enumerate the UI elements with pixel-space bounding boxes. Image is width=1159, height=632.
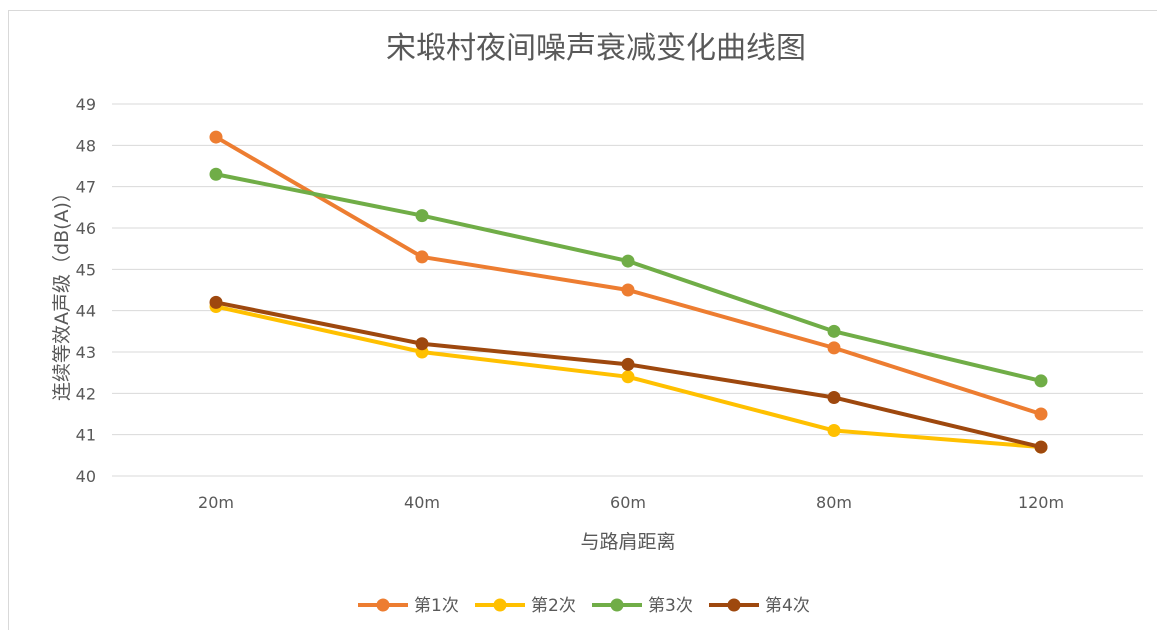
legend-swatch-marker-1 xyxy=(376,598,390,612)
y-tick-label-46: 46 xyxy=(76,219,96,238)
series-3-point-40m xyxy=(415,209,429,223)
series-1-point-20m xyxy=(209,130,223,144)
x-tick-label-120m: 120m xyxy=(1018,493,1064,512)
x-tick-label-20m: 20m xyxy=(198,493,234,512)
legend-label-1: 第1次 xyxy=(414,596,459,616)
y-axis-ticks: 40 41 42 43 44 45 46 47 48 49 xyxy=(76,95,96,486)
series-3 xyxy=(209,167,1048,388)
y-tick-label-49: 49 xyxy=(76,95,96,114)
gridlines xyxy=(112,103,1143,477)
y-tick-label-47: 47 xyxy=(76,178,96,197)
y-tick-label-42: 42 xyxy=(76,384,96,403)
legend-swatch-marker-2 xyxy=(493,598,507,612)
series-4-point-40m xyxy=(415,337,429,351)
y-tick-label-40: 40 xyxy=(76,467,96,486)
legend-swatch-marker-3 xyxy=(610,598,624,612)
series-4-point-20m xyxy=(209,295,223,309)
series-4-point-60m xyxy=(621,357,635,371)
legend-item-4: 第4次 xyxy=(709,596,810,616)
x-tick-label-80m: 80m xyxy=(816,493,852,512)
legend-label-4: 第4次 xyxy=(765,596,810,616)
x-axis-title: 与路肩距离 xyxy=(580,531,675,553)
series-1-point-120m xyxy=(1034,407,1048,421)
series-2-point-80m xyxy=(827,424,841,438)
legend-item-2: 第2次 xyxy=(475,596,576,616)
series-4-point-80m xyxy=(827,390,841,404)
series-3-line xyxy=(214,172,1043,383)
y-tick-label-43: 43 xyxy=(76,343,96,362)
series-1-point-60m xyxy=(621,283,635,297)
y-tick-label-45: 45 xyxy=(76,260,96,279)
legend-swatch-marker-4 xyxy=(727,598,741,612)
legend-label-3: 第3次 xyxy=(648,596,693,616)
series-4 xyxy=(209,295,1048,454)
series-4-point-120m xyxy=(1034,440,1048,454)
x-tick-label-40m: 40m xyxy=(404,493,440,512)
series-3-point-60m xyxy=(621,254,635,268)
y-tick-label-48: 48 xyxy=(76,136,96,155)
series-2-point-60m xyxy=(621,370,635,384)
series-layer xyxy=(209,130,1048,454)
series-1 xyxy=(209,130,1048,421)
chart-title: 宋塅村夜间噪声衰减变化曲线图 xyxy=(386,31,806,66)
legend-item-3: 第3次 xyxy=(592,596,693,616)
y-tick-label-44: 44 xyxy=(76,302,96,321)
series-1-point-40m xyxy=(415,250,429,264)
series-3-point-120m xyxy=(1034,374,1048,388)
series-3-point-80m xyxy=(827,324,841,338)
legend: 第1次 第2次 第3次 第4次 xyxy=(358,596,810,616)
x-tick-label-60m: 60m xyxy=(610,493,646,512)
series-1-point-80m xyxy=(827,341,841,355)
legend-item-1: 第1次 xyxy=(358,596,459,616)
legend-label-2: 第2次 xyxy=(531,596,576,616)
series-3-point-20m xyxy=(209,167,223,181)
y-axis-title: 连续等效A声级（dB(A)） xyxy=(51,183,73,401)
x-axis-ticks: 20m 40m 60m 80m 120m xyxy=(198,493,1064,512)
chart-frame xyxy=(8,10,1157,630)
y-tick-label-41: 41 xyxy=(76,426,96,445)
